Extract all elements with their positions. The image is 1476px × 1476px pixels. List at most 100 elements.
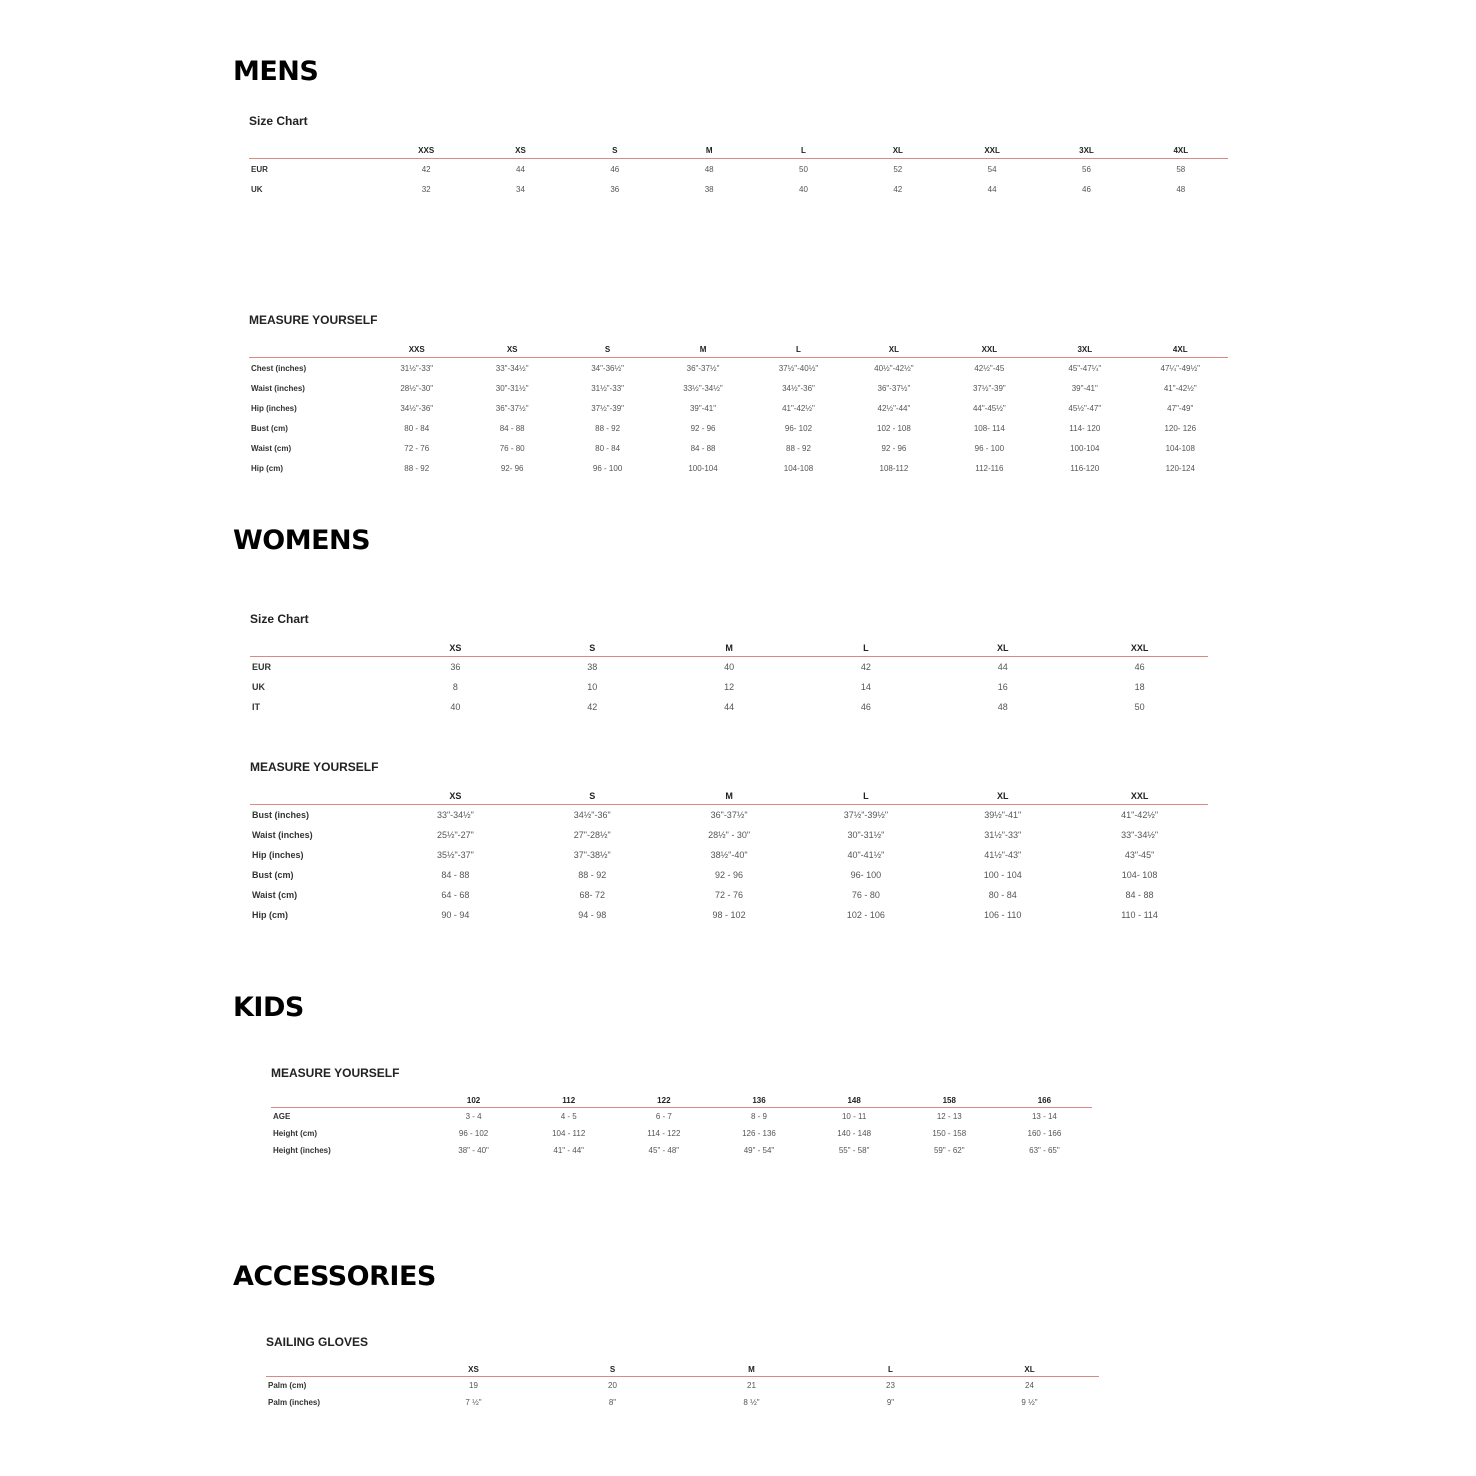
row-label: Hip (inches) — [251, 403, 297, 413]
row-label: Palm (cm) — [268, 1381, 307, 1390]
table-cell: 36"-37½" — [710, 810, 748, 820]
table-cell: 80 - 84 — [988, 890, 1017, 900]
row-label: Waist (inches) — [251, 383, 305, 393]
table-cell: 39"-41" — [689, 403, 717, 413]
column-header: S — [523, 788, 661, 805]
table-cell: 63" - 65" — [1029, 1146, 1060, 1155]
table-title: Size Chart — [249, 114, 308, 128]
table-cell: 92 - 96 — [715, 870, 744, 880]
table-cell: 40 — [799, 184, 808, 194]
table-cell: 31½"-33" — [591, 383, 624, 393]
column-header: XL — [850, 142, 945, 159]
table-cell: 8 - 9 — [750, 1112, 767, 1121]
row-label: Hip (cm) — [251, 463, 283, 473]
table-cell: 106 - 110 — [984, 910, 1022, 920]
table-cell: 48 — [1176, 184, 1186, 194]
column-header: 148 — [806, 1094, 902, 1108]
table-cell: 20 — [608, 1381, 617, 1390]
table-cell: 34½"-36" — [573, 810, 611, 820]
womens-size-chart: Size Chart XS S M L XL XXL EUR 36 38 40 42 44 46 UK 8 10… — [250, 612, 1208, 717]
table-cell: 76 - 80 — [499, 443, 525, 453]
size-table: XS S M L XL XXL Bust (inches) 33"-34½" 34½"-36" 3… — [250, 788, 1208, 925]
table-cell: 104-108 — [1165, 443, 1195, 453]
row-label: Bust (inches) — [252, 810, 310, 820]
column-header — [271, 1094, 426, 1108]
column-header: L — [797, 640, 935, 657]
table-cell: 94 - 98 — [578, 910, 607, 920]
table-title: SAILING GLOVES — [266, 1335, 369, 1349]
table-cell: 38½"-40" — [710, 850, 748, 860]
table-cell: 36 — [610, 184, 620, 194]
header-row: XS S M L XL — [266, 1363, 1099, 1377]
table-cell: 37½"-39" — [972, 383, 1006, 393]
column-header — [249, 341, 369, 358]
size-table: XXS XS S M L XL XXL 3XL 4XL Chest (inches) 31½"-33… — [249, 341, 1228, 478]
table-cell: 16 — [997, 682, 1008, 692]
table-row: Hip (inches) 35½"-37" 37"-38½" 38½"-40" 40"-… — [250, 845, 1208, 865]
table-cell: 68- 72 — [579, 890, 605, 900]
table-cell: 72 - 76 — [404, 443, 430, 453]
table-cell: 48 — [704, 164, 714, 174]
table-cell: 104- 108 — [1121, 870, 1158, 880]
table-cell: 50 — [1134, 702, 1145, 712]
table-cell: 54 — [987, 164, 997, 174]
table-cell: 116-120 — [1070, 463, 1100, 473]
table-cell: 160 - 166 — [1027, 1129, 1062, 1138]
table-cell: 3 - 4 — [465, 1112, 482, 1121]
table-cell: 108- 114 — [973, 423, 1005, 433]
table-cell: 92- 96 — [500, 463, 524, 473]
table-title: Size Chart — [250, 612, 309, 626]
table-cell: 12 — [724, 682, 735, 692]
column-header: 3XL — [1039, 142, 1134, 159]
table-cell: 84 - 88 — [690, 443, 716, 453]
table-cell: 102 - 108 — [877, 423, 911, 433]
table-row: EUR 42 44 46 48 50 52 54 56 58 — [249, 159, 1228, 180]
table-cell: 31½"-33" — [984, 830, 1022, 840]
table-cell: 46 — [610, 164, 620, 174]
table-cell: 59" - 62" — [933, 1146, 965, 1155]
table-cell: 8" — [608, 1398, 617, 1407]
table-row: Waist (inches) 25½"-27" 27"-28½" 28½" - 30"… — [250, 825, 1208, 845]
table-cell: 76 - 80 — [851, 890, 880, 900]
table-cell: 39"-41" — [1071, 383, 1098, 393]
row-label: Height (cm) — [273, 1129, 317, 1138]
table-cell: 42 — [893, 184, 903, 194]
row-label: Height (inches) — [273, 1146, 331, 1155]
table-cell: 42 — [587, 702, 598, 712]
table-cell: 34"-36½" — [591, 363, 624, 373]
table-cell: 36 — [450, 662, 461, 672]
column-header: XXS — [379, 142, 474, 159]
column-header: S — [543, 1363, 682, 1377]
table-cell: 46 — [860, 702, 871, 712]
column-header — [249, 142, 379, 159]
table-cell: 41" - 44" — [553, 1146, 584, 1155]
column-header — [250, 788, 387, 805]
table-cell: 30"-31½" — [847, 830, 885, 840]
table-row: IT 40 42 44 46 48 50 — [250, 697, 1208, 717]
column-header: M — [661, 142, 757, 159]
table-cell: 80 - 84 — [404, 423, 430, 433]
table-cell: 88 - 92 — [578, 870, 607, 880]
table-row: Hip (inches) 34½"-36" 36"-37½" 37½"-39" 39"-… — [249, 398, 1228, 418]
table-cell: 84 - 88 — [441, 870, 470, 880]
table-cell: 31½"-33" — [400, 363, 434, 373]
column-header: 166 — [996, 1094, 1092, 1108]
table-cell: 42 — [421, 164, 431, 174]
column-header: XS — [387, 640, 524, 657]
table-cell: 46 — [1134, 662, 1145, 672]
row-label: AGE — [273, 1112, 291, 1121]
table-cell: 47¼"-49½" — [1160, 363, 1200, 373]
row-label: Hip (cm) — [252, 910, 288, 920]
row-label: Bust (cm) — [251, 423, 288, 433]
table-cell: 33½"-34½" — [683, 383, 723, 393]
column-header: L — [821, 1363, 960, 1377]
size-table: XS S M L XL Palm (cm) 19 20 21 23 24 Palm (inches) 7… — [266, 1363, 1099, 1411]
header-row: XS S M L XL XXL — [250, 788, 1208, 805]
table-cell: 41"-42½" — [1121, 810, 1159, 820]
row-label: EUR — [251, 164, 268, 174]
table-cell: 41"-42½" — [1163, 383, 1197, 393]
column-header: L — [750, 341, 847, 358]
column-header: M — [682, 1363, 821, 1377]
table-cell: 37½"-40½" — [778, 363, 819, 373]
table-cell: 120- 126 — [1164, 423, 1197, 433]
